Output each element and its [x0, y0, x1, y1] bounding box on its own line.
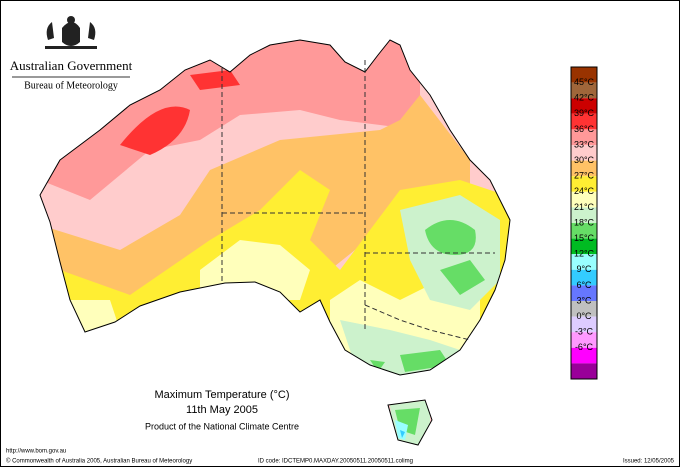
legend-swatch	[571, 332, 597, 348]
map-date: 11th May 2005	[186, 404, 258, 416]
legend-label: 33°C	[574, 139, 595, 149]
legend-label: 6°C	[576, 280, 592, 290]
legend-swatch	[571, 301, 597, 317]
legend-label: 39°C	[574, 108, 595, 118]
legend-swatch	[571, 363, 597, 379]
legend-swatch	[571, 129, 597, 145]
footer-issued: Issued: 12/05/2005	[623, 459, 675, 465]
legend-swatch	[571, 316, 597, 333]
legend-label: 30°C	[574, 155, 595, 165]
agency-name: Bureau of Meteorology	[24, 80, 118, 91]
legend-label: 45°C	[574, 77, 595, 87]
legend-swatch	[571, 285, 597, 301]
legend-label: 0°C	[576, 311, 592, 321]
legend-swatch	[571, 145, 597, 161]
legend-label: 15°C	[574, 233, 595, 243]
legend-swatch	[571, 98, 597, 114]
legend-swatch	[571, 191, 597, 208]
legend-swatch	[571, 238, 597, 255]
footer-url: http://www.bom.gov.au	[6, 449, 66, 455]
legend-swatch	[571, 207, 597, 223]
legend-label: 27°C	[574, 171, 595, 181]
footer-id-code: ID code: IDCTEMP0.MAXDAY.20050511.200505…	[258, 459, 413, 465]
map-product: Product of the National Climate Centre	[145, 421, 299, 431]
legend-swatch	[571, 223, 597, 239]
legend-label: 9°C	[576, 264, 592, 274]
legend-swatch	[571, 113, 597, 130]
map-title: Maximum Temperature (°C)	[154, 389, 289, 401]
legend-label: 21°C	[574, 202, 595, 212]
legend-label: 24°C	[574, 186, 595, 196]
legend-label: -6°C	[575, 342, 594, 352]
legend-label: 36°C	[574, 124, 595, 134]
legend-swatch	[571, 82, 597, 99]
legend-swatch	[571, 347, 597, 364]
coat-of-arms	[45, 16, 97, 49]
legend-swatch	[571, 160, 597, 177]
legend-label: 18°C	[574, 217, 595, 227]
legend-swatch	[571, 254, 597, 270]
legend-frame	[570, 66, 598, 380]
legend-label: -3°C	[575, 327, 594, 337]
legend: 45°C 42°C 39°C 36°C 33°C 30°C 27°C 24°C 21°C 18°C…	[570, 66, 598, 380]
state-borders	[221, 60, 495, 341]
legend-swatch	[571, 176, 597, 192]
legend-label: 42°C	[574, 93, 595, 103]
legend-label: 12°C	[574, 249, 595, 259]
legend-swatch	[571, 269, 597, 286]
government-name: Australian Government	[10, 58, 133, 73]
legend-swatch	[571, 67, 597, 83]
legend-label: 3°C	[576, 295, 592, 305]
footer-copyright: © Commonwealth of Australia 2005, Austra…	[6, 458, 192, 465]
